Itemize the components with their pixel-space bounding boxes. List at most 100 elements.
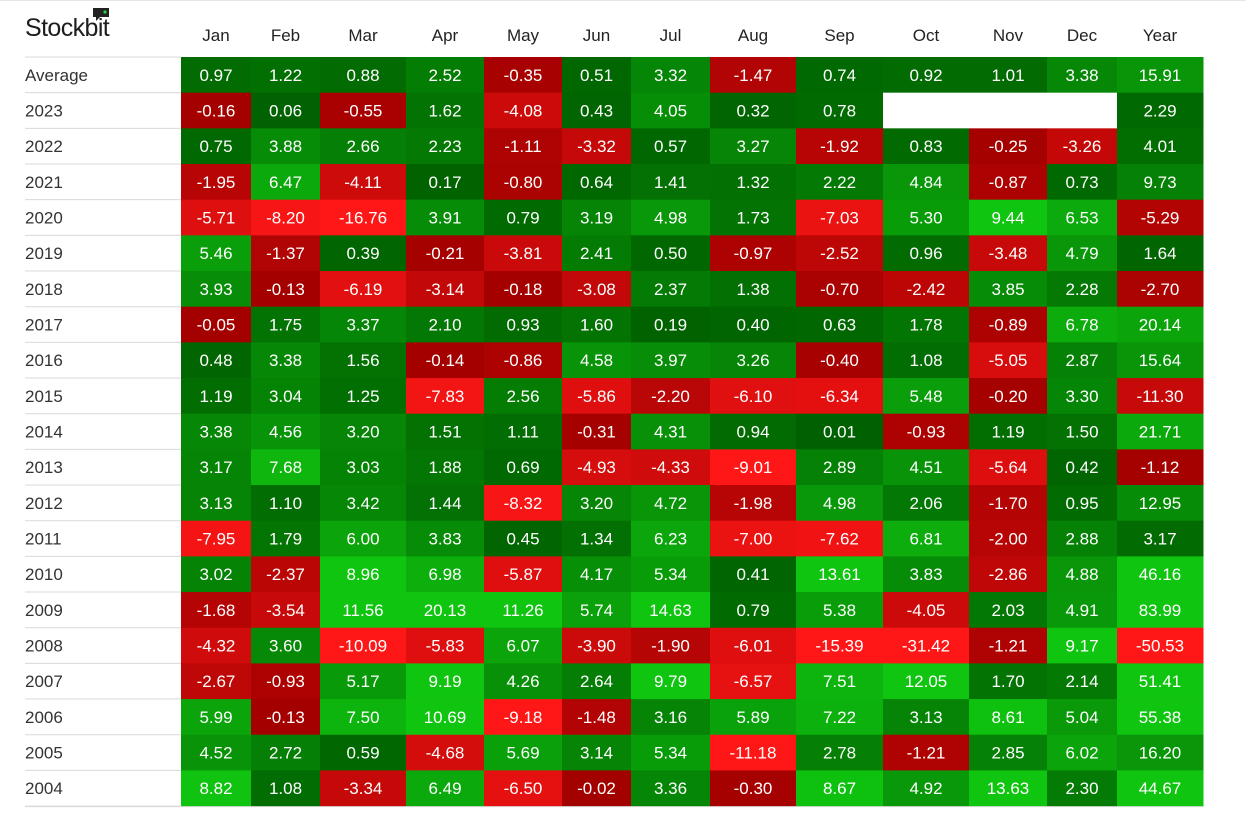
heatmap-cell — [406, 306, 485, 343]
cell-value: 5.04 — [1065, 708, 1098, 727]
heatmap-cell — [710, 92, 797, 129]
cell-value: -2.67 — [197, 672, 236, 691]
row-label-2015: 2015 — [25, 387, 63, 406]
cell-value: -2.42 — [907, 280, 946, 299]
heatmap-cell — [1047, 627, 1118, 664]
cell-value: -4.93 — [577, 458, 616, 477]
cell-value: -3.32 — [577, 137, 616, 156]
heatmap-cell — [562, 128, 632, 165]
heatmap-cell — [1117, 271, 1204, 308]
cell-value: 5.17 — [346, 672, 379, 691]
cell-value: 4.17 — [580, 565, 613, 584]
cell-value: 13.61 — [818, 565, 861, 584]
cell-value: 4.79 — [1065, 244, 1098, 263]
row-label-2011: 2011 — [25, 530, 62, 549]
heatmap-cell — [406, 520, 485, 557]
heatmap-cell — [969, 485, 1048, 522]
heatmap-cell — [406, 413, 485, 450]
cell-value: -9.01 — [734, 458, 773, 477]
heatmap-cell — [1117, 556, 1204, 593]
heatmap-cell — [406, 235, 485, 272]
cell-value: 0.59 — [346, 744, 379, 763]
cell-value: -6.34 — [820, 387, 859, 406]
heatmap-cell — [320, 699, 407, 736]
row-label-2008: 2008 — [25, 637, 63, 656]
cell-value: 2.28 — [1065, 280, 1098, 299]
heatmap-cell — [406, 128, 485, 165]
cell-value: 1.51 — [428, 423, 461, 442]
row-label-2017: 2017 — [25, 316, 63, 335]
heatmap-cell — [883, 128, 970, 165]
heatmap-cell — [181, 734, 252, 771]
heatmap-cell — [484, 306, 563, 343]
heatmap-cell — [484, 556, 563, 593]
heatmap-cell — [251, 235, 321, 272]
cell-value: 3.88 — [269, 137, 302, 156]
cell-value: 4.91 — [1065, 601, 1098, 620]
cell-value: 4.26 — [506, 672, 539, 691]
heatmap-cell — [406, 342, 485, 379]
cell-value: 4.58 — [580, 351, 613, 370]
heatmap-cell — [883, 235, 970, 272]
cell-value: -1.68 — [197, 601, 236, 620]
cell-value: -2.52 — [820, 244, 859, 263]
cell-value: 6.53 — [1065, 209, 1098, 228]
cell-value: 3.97 — [654, 351, 687, 370]
heatmap-cell — [181, 235, 252, 272]
cell-value: 1.25 — [346, 387, 379, 406]
row-label-2013: 2013 — [25, 458, 63, 477]
heatmap-cell — [320, 306, 407, 343]
heatmap-cell — [181, 342, 252, 379]
cell-value: 0.48 — [199, 351, 232, 370]
cell-value: 4.98 — [823, 494, 856, 513]
heatmap-cell — [796, 235, 884, 272]
cell-value: -0.55 — [344, 102, 383, 121]
cell-value: -7.03 — [820, 209, 859, 228]
cell-value: 1.34 — [580, 530, 613, 549]
cell-value: 0.50 — [654, 244, 687, 263]
heatmap-cell-empty — [1047, 92, 1117, 129]
cell-value: 2.37 — [654, 280, 687, 299]
heatmap-cell — [562, 592, 632, 629]
heatmap-cell — [484, 734, 563, 771]
heatmap-cell — [406, 627, 485, 664]
heatmap-cell — [969, 556, 1048, 593]
heatmap-cell — [1117, 92, 1204, 129]
cell-value: 0.32 — [736, 102, 769, 121]
heatmap-cell — [562, 57, 632, 94]
heatmap-cell — [1047, 306, 1118, 343]
heatmap-cell — [562, 520, 632, 557]
row-label-2012: 2012 — [25, 494, 63, 513]
cell-value: -2.86 — [989, 565, 1028, 584]
cell-value: 3.93 — [199, 280, 232, 299]
cell-value: 2.22 — [823, 173, 856, 192]
heatmap-cell — [484, 485, 563, 522]
cell-value: 0.74 — [823, 66, 856, 85]
heatmap-cell — [631, 734, 711, 771]
heatmap-cell — [181, 556, 252, 593]
cell-value: -11.18 — [730, 744, 777, 763]
heatmap-cell — [251, 627, 321, 664]
cell-value: -0.87 — [989, 173, 1028, 192]
heatmap-cell — [796, 413, 884, 450]
heatmap-cell — [484, 449, 563, 486]
heatmap-cell — [562, 342, 632, 379]
heatmap-cell — [562, 449, 632, 486]
cell-value: 0.45 — [506, 530, 539, 549]
cell-value: 5.46 — [199, 244, 232, 263]
cell-value: 1.44 — [428, 494, 461, 513]
heatmap-cell — [883, 520, 970, 557]
heatmap-cell — [1117, 734, 1204, 771]
heatmap-cell — [1117, 770, 1204, 807]
heatmap-cell — [484, 520, 563, 557]
cell-value: 0.73 — [1065, 173, 1098, 192]
heatmap-cell — [969, 128, 1048, 165]
heatmap-cell — [181, 663, 252, 700]
heatmap-cell — [181, 485, 252, 522]
cell-value: 0.88 — [346, 66, 379, 85]
heatmap-cell — [320, 592, 407, 629]
cell-value: -1.12 — [1141, 458, 1180, 477]
cell-value: 2.64 — [580, 672, 613, 691]
heatmap-cell — [484, 128, 563, 165]
heatmap-cell — [251, 92, 321, 129]
